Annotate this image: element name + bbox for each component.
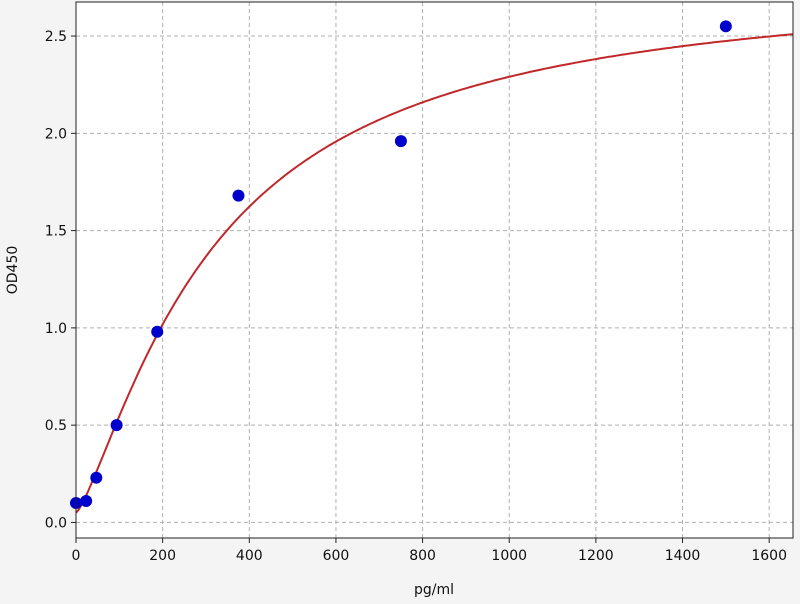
data-points xyxy=(70,20,732,509)
x-axis-label: pg/ml xyxy=(414,582,454,598)
x-tick-label: 1600 xyxy=(751,548,787,564)
plot-area xyxy=(76,2,793,538)
data-point xyxy=(110,419,123,432)
y-tick-label: 1.0 xyxy=(45,321,67,337)
data-point xyxy=(80,495,93,508)
x-tick-label: 0 xyxy=(72,548,81,564)
y-tick-label: 2.0 xyxy=(45,126,67,142)
y-tick-label: 2.5 xyxy=(45,29,67,45)
plot-frame xyxy=(75,1,794,539)
x-tick-label: 800 xyxy=(409,548,436,564)
x-tick-label: 1200 xyxy=(578,548,614,564)
y-tick-label: 1.5 xyxy=(45,224,67,240)
x-tick-label: 600 xyxy=(323,548,350,564)
x-tick-label: 1000 xyxy=(491,548,527,564)
data-point xyxy=(394,135,407,148)
data-point xyxy=(90,471,103,484)
grid xyxy=(75,2,793,538)
data-point xyxy=(232,189,245,202)
data-point xyxy=(151,325,164,338)
y-axis-label: OD450 xyxy=(5,246,21,295)
y-tick-label: 0.0 xyxy=(45,515,67,531)
data-point xyxy=(719,20,732,33)
x-tick-label: 400 xyxy=(236,548,263,564)
x-tick-label: 200 xyxy=(149,548,176,564)
fit-curve xyxy=(75,33,794,514)
x-axis-ticks: 0 200 400 600 800 1000 1200 1400 1600 xyxy=(72,538,787,564)
x-tick-label: 1400 xyxy=(665,548,701,564)
y-tick-label: 0.5 xyxy=(45,418,67,434)
y-axis-ticks: 0.0 0.5 1.0 1.5 2.0 2.5 xyxy=(45,29,76,531)
